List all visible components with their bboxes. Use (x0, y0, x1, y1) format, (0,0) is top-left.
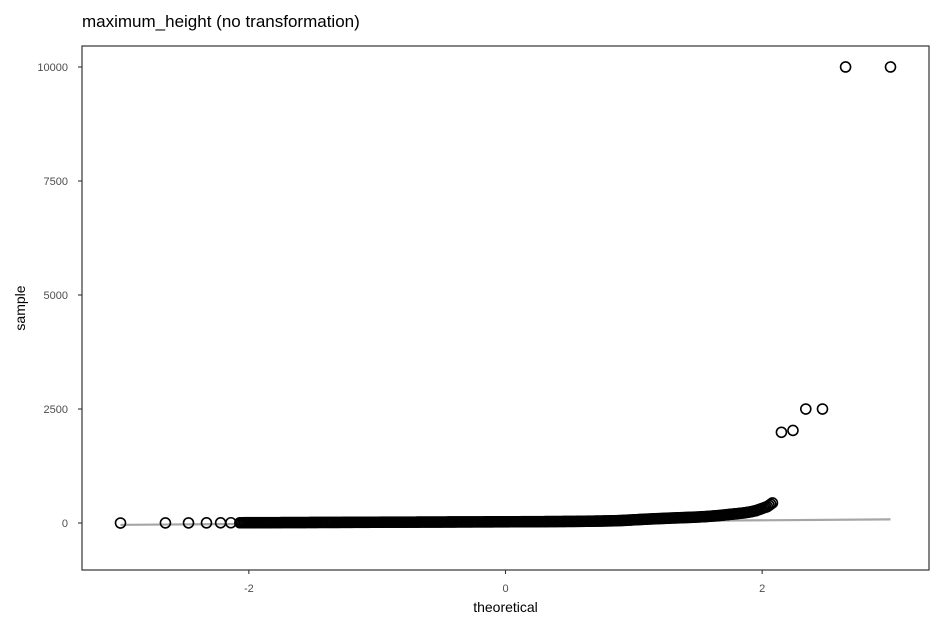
plot-panel (81, 45, 930, 571)
y-tick-label: 0 (62, 518, 68, 530)
y-axis: 0 2500 5000 7500 10000 (37, 62, 82, 530)
x-tick-label: 2 (759, 583, 765, 595)
points-layer (114, 61, 897, 529)
data-point (884, 61, 897, 73)
x-tick-label: 0 (502, 583, 508, 595)
data-point (775, 426, 788, 439)
y-tick-label: 7500 (44, 176, 68, 188)
x-axis-label: theoretical (473, 599, 538, 615)
y-tick-label: 5000 (44, 290, 68, 302)
x-axis: -2 0 2 (244, 570, 765, 595)
data-point (787, 424, 799, 437)
data-point (816, 403, 829, 415)
data-point (159, 517, 172, 529)
data-point (799, 403, 812, 415)
x-tick-label: -2 (244, 583, 254, 595)
data-point (182, 517, 195, 529)
data-point (839, 61, 852, 73)
data-point (114, 517, 127, 529)
y-tick-label: 10000 (37, 62, 68, 74)
chart-title: maximum_height (no transformation) (82, 12, 360, 31)
data-point (766, 497, 779, 509)
data-point (200, 517, 213, 529)
y-tick-label: 2500 (44, 404, 68, 416)
data-point (764, 498, 777, 510)
y-axis-label: sample (12, 285, 28, 330)
